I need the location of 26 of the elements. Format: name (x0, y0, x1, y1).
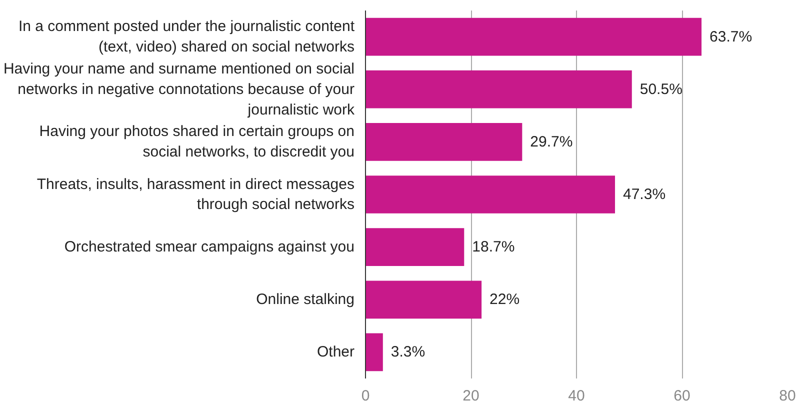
bar (366, 228, 464, 266)
data-label: 29.7% (530, 133, 573, 150)
bar (366, 176, 616, 214)
bar (366, 70, 632, 108)
data-label: 18.7% (472, 238, 515, 256)
x-tick-label: 60 (674, 388, 690, 403)
y-tick-label: Orchestrated smear campaigns against you (64, 238, 355, 256)
y-tick-label: Threats, insults, harassment in direct messages through social networks (36, 176, 355, 214)
x-tick-label: 80 (779, 388, 796, 403)
data-label: 3.3% (390, 344, 426, 361)
data-label: 63.7% (710, 28, 752, 46)
bar (366, 333, 383, 372)
data-label: 47.3% (623, 186, 666, 203)
bar (366, 280, 482, 319)
y-tick-label: Having your name and surname mentioned on social networks in negative connotations because of your journalistic work (3, 60, 355, 118)
x-tick-label: 0 (361, 388, 370, 403)
y-tick-label: Other (316, 344, 355, 361)
y-tick-label: In a comment posted under the journalistic content (text, video) shared on social networks (18, 18, 356, 56)
data-label: 50.5% (640, 80, 682, 98)
x-tick-label: 40 (568, 388, 585, 403)
y-tick-label: Online stalking (256, 291, 355, 308)
bar (366, 18, 702, 56)
y-tick-label: Having your photos shared in certain groups on social networks, to discredit you (39, 123, 355, 161)
bar (366, 123, 522, 161)
x-tick-label: 20 (462, 388, 480, 403)
data-label: 22% (490, 291, 520, 308)
